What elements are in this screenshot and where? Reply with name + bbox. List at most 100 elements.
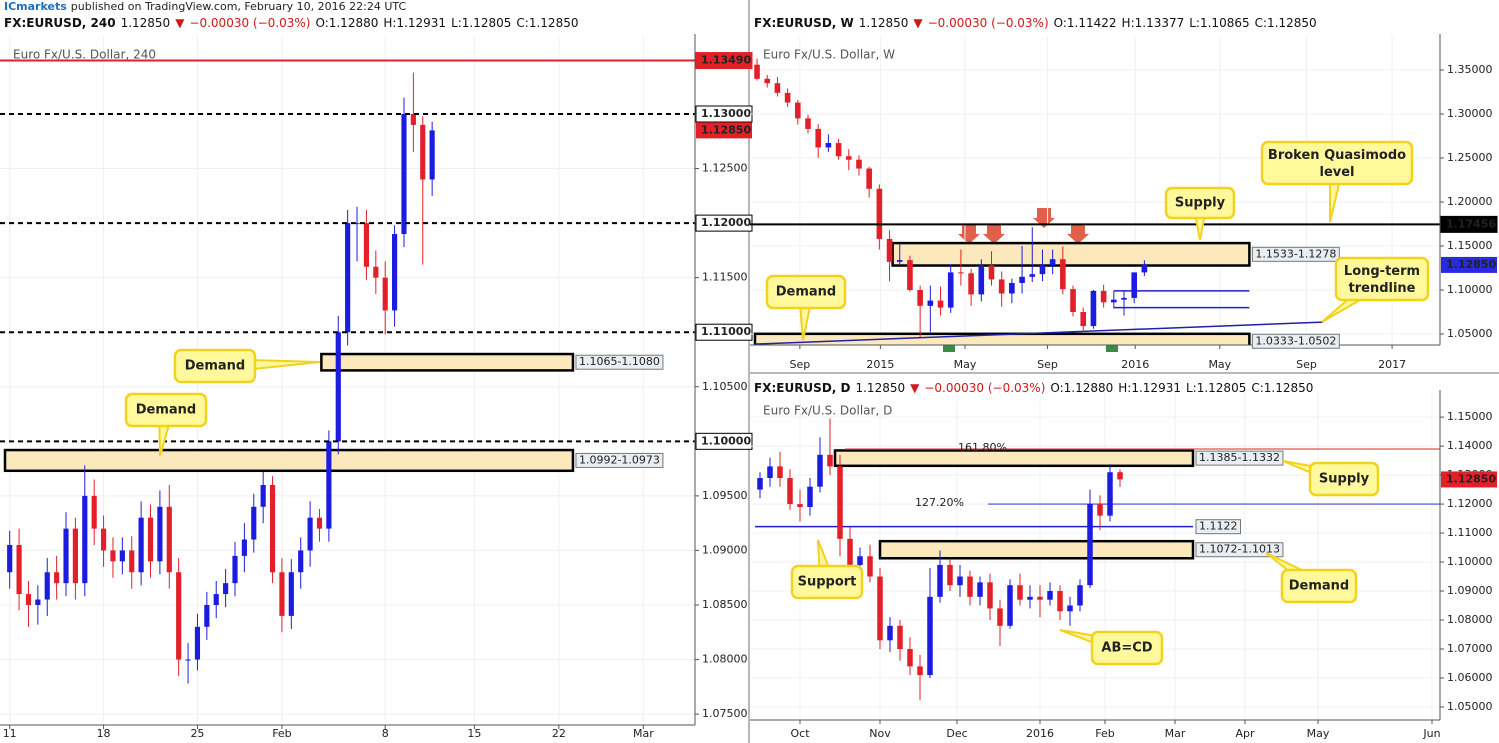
x-tick-label: Dec: [946, 727, 967, 740]
x-tick-label: Apr: [1235, 727, 1255, 740]
header-open: O:1.12880: [315, 16, 378, 30]
x-tick-label: Jun: [1422, 727, 1440, 740]
y-tick-label: 1.09000: [1447, 584, 1493, 597]
candle-body: [354, 223, 360, 225]
candle-body: [1039, 265, 1046, 275]
x-tick-label: 2016: [1026, 727, 1054, 740]
y-tick-label: 1.08000: [702, 653, 748, 666]
header-close: C:1.12850: [1255, 16, 1317, 30]
callout-text: Supply: [1319, 472, 1370, 487]
zone-label: 1.0333-1.0502: [1255, 334, 1336, 347]
candle-body: [1121, 297, 1127, 300]
candle-body: [907, 260, 913, 290]
zone: [833, 449, 1195, 468]
x-tick-label: May: [1208, 358, 1231, 371]
candle-body: [968, 273, 974, 295]
callout-line: level: [1319, 165, 1354, 180]
callout-line: Broken Quasimodo: [1268, 148, 1406, 163]
candle-body: [1047, 591, 1053, 600]
level-label-box: [695, 214, 753, 232]
header-arrow: ▼: [913, 16, 923, 30]
level-label-box: [695, 52, 753, 70]
zone-label-box: [1251, 333, 1340, 349]
candle-body: [35, 599, 41, 605]
header-low: L:1.12805: [1186, 381, 1246, 395]
candle-body: [147, 517, 154, 562]
candle-body: [797, 504, 803, 507]
x-tick-label: Sep: [789, 358, 810, 371]
candle-body: [326, 441, 332, 529]
callout-box: [1334, 256, 1430, 302]
zone-label: 1.1065-1.1080: [579, 355, 660, 368]
candle-body: [1107, 472, 1113, 516]
zone-label: 1.0992-1.0973: [579, 453, 660, 466]
level-label: 1.12000: [701, 216, 751, 229]
y-tick-label: 1.08500: [702, 598, 748, 611]
candle-body: [947, 272, 954, 308]
header-symbol: FX:EURUSD, 240: [4, 16, 116, 30]
candle-body: [1117, 472, 1123, 480]
header-low: L:1.12805: [451, 16, 511, 30]
candle-body: [1077, 585, 1083, 606]
callout-box: [790, 564, 864, 600]
candle-body: [1080, 311, 1087, 327]
down-arrow: [983, 224, 1005, 244]
candle-body: [764, 78, 771, 84]
candle-body: [260, 484, 266, 507]
candle-body: [401, 114, 407, 235]
callout-box: [765, 274, 847, 310]
candle-body: [232, 555, 238, 584]
y-tick-label: 1.30000: [1447, 107, 1493, 120]
candle-body: [937, 564, 943, 597]
zone-label: 1.1072-1.1013: [1199, 543, 1280, 556]
zone-label-box: [575, 452, 664, 468]
x-tick-label: 18: [97, 727, 111, 740]
candle-body: [757, 477, 763, 490]
candle-body: [1141, 264, 1148, 273]
level-label: 1.10000: [701, 434, 751, 447]
candle-body: [1090, 290, 1097, 327]
level-label: 1.11000: [701, 325, 751, 338]
candle-body: [373, 266, 379, 278]
callout-text: Broken Quasimodo level: [1268, 148, 1406, 180]
watermark-title: Euro Fx/U.S. Dollar, D: [763, 404, 892, 418]
watermark-title: Euro Fx/U.S. Dollar, 240: [13, 48, 156, 62]
header-arrow: ▼: [175, 16, 185, 30]
header-change: −0.00030 (−0.03%): [928, 16, 1049, 30]
candle-body: [269, 484, 276, 573]
zone: [891, 241, 1251, 267]
watermark-title: Euro Fx/U.S. Dollar, W: [763, 48, 895, 62]
candle-body: [213, 594, 219, 605]
candle-body: [835, 143, 842, 157]
candle-body: [1019, 276, 1025, 283]
candle-body: [1009, 282, 1015, 294]
x-tick-label: Feb: [272, 727, 291, 740]
candle-body: [937, 300, 944, 308]
header-open: O:1.11422: [1054, 16, 1117, 30]
y-tick-label: 1.08000: [1447, 613, 1493, 626]
y-tick-label: 1.10000: [1447, 555, 1493, 568]
y-tick-label: 1.14000: [1447, 439, 1493, 452]
candle-body: [876, 188, 883, 239]
candle-body: [845, 156, 852, 160]
brand[interactable]: ICmarkets: [4, 0, 67, 13]
candle-body: [896, 260, 903, 262]
callout-line: Long-term: [1344, 264, 1420, 279]
y-tick-label: 1.35000: [1447, 63, 1493, 76]
header-open: O:1.12880: [1050, 381, 1113, 395]
candle-body: [978, 265, 985, 295]
header-change: −0.00030 (−0.03%): [189, 16, 310, 30]
last-price-box: [696, 122, 752, 139]
candle-body: [63, 528, 69, 584]
candle-body: [1067, 605, 1073, 612]
candle-body: [1057, 591, 1063, 612]
candle-body: [382, 277, 388, 311]
candle-body: [1007, 585, 1013, 626]
x-tick-label: Sep: [1037, 358, 1058, 371]
candle-body: [958, 272, 964, 274]
chart-header: FX:EURUSD, 240 1.12850 ▼ −0.00030 (−0.03%) O…: [4, 16, 578, 30]
x-tick-label: Mar: [1165, 727, 1186, 740]
candle-body: [54, 572, 60, 584]
candle-body: [917, 666, 923, 676]
y-tick-label: 1.11000: [1447, 526, 1493, 539]
